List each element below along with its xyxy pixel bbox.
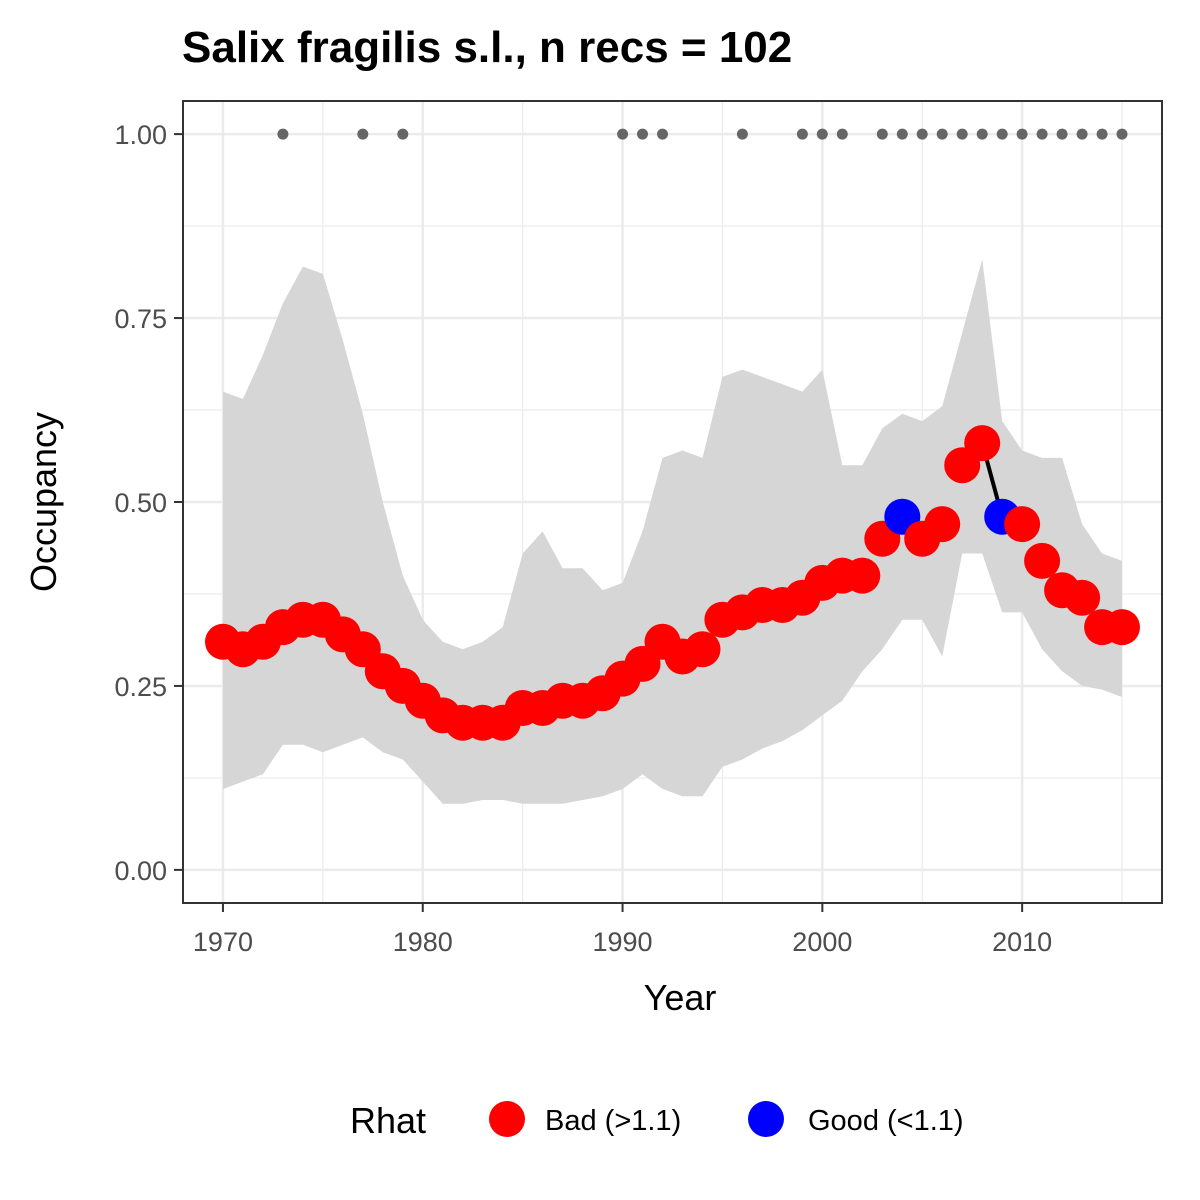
occupancy-point-1994 [684, 631, 721, 668]
y-tick-label: 0.50 [114, 488, 167, 518]
legend-key-good [748, 1101, 784, 1137]
record-dot-1999 [796, 128, 808, 140]
record-dot-2005 [916, 128, 928, 140]
record-dot-2006 [936, 128, 948, 140]
occupancy-point-2015 [1104, 609, 1140, 646]
record-dot-2015 [1116, 128, 1128, 140]
x-tick-label: 2000 [792, 927, 852, 957]
record-dot-2012 [1056, 128, 1068, 140]
record-dot-1973 [277, 128, 289, 140]
occupancy-point-2006 [924, 506, 961, 543]
record-dot-1979 [397, 128, 409, 140]
record-dot-2010 [1016, 128, 1028, 140]
y-axis-title: Occupancy [23, 412, 64, 592]
legend-title: Rhat [350, 1100, 426, 1141]
record-dot-1996 [736, 128, 748, 140]
record-dot-2008 [976, 128, 988, 140]
y-tick-label: 0.25 [114, 672, 167, 702]
legend: Rhat Bad (>1.1) Good (<1.1) [350, 1100, 964, 1141]
y-axis: 0.00 0.25 0.50 0.75 1.00 [114, 120, 183, 886]
record-dot-1992 [657, 128, 668, 140]
occupancy-points [205, 425, 1140, 741]
x-tick-label: 2010 [992, 927, 1052, 957]
record-dot-2001 [836, 128, 848, 140]
record-dots [277, 128, 1128, 140]
occupancy-point-2008 [964, 425, 1001, 462]
legend-label-bad: Bad (>1.1) [545, 1105, 681, 1137]
x-tick-label: 1980 [393, 927, 453, 957]
record-dot-1977 [357, 128, 369, 140]
y-tick-label: 0.75 [114, 304, 167, 334]
legend-key-bad [489, 1101, 525, 1137]
record-dot-1990 [617, 128, 629, 140]
record-dot-2000 [816, 128, 828, 140]
legend-label-good: Good (<1.1) [808, 1105, 964, 1137]
occupancy-point-2013 [1064, 579, 1101, 616]
credible-interval-ribbon [223, 259, 1122, 804]
record-dot-2007 [956, 128, 968, 140]
occupancy-point-2011 [1024, 542, 1061, 579]
record-dot-1991 [637, 128, 648, 140]
record-dot-2009 [996, 128, 1008, 140]
record-dot-2013 [1076, 128, 1088, 140]
x-axis-title: Year [644, 977, 717, 1018]
occupancy-point-2002 [844, 557, 881, 594]
chart-title: Salix fragilis s.l., n recs = 102 [182, 23, 792, 72]
record-dot-2011 [1036, 128, 1048, 140]
x-axis: 1970 1980 1990 2000 2010 [193, 903, 1052, 957]
y-tick-label: 0.00 [114, 856, 167, 886]
record-dot-2004 [896, 128, 908, 140]
record-dot-2014 [1096, 128, 1108, 140]
y-tick-label: 1.00 [114, 120, 167, 150]
record-dot-2003 [876, 128, 888, 140]
x-tick-label: 1990 [593, 927, 653, 957]
x-tick-label: 1970 [193, 927, 253, 957]
occupancy-point-2010 [1004, 506, 1041, 543]
